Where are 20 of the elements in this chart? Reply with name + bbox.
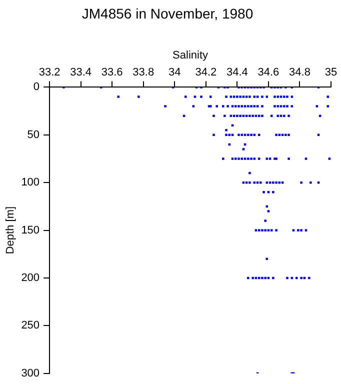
y-tick-label: 0 <box>33 81 40 94</box>
x-tick-label: 34.4 <box>226 66 248 79</box>
x-tick-label: 35 <box>324 66 338 79</box>
x-tick-label: 33.6 <box>101 66 123 79</box>
x-tick-label: 34.6 <box>258 66 280 79</box>
y-tick-label: 150 <box>21 224 40 236</box>
y-tick-label: 100 <box>21 176 40 189</box>
x-tick-label: 34.8 <box>289 66 310 79</box>
x-axis-title: Salinity <box>172 49 208 62</box>
x-tick-label: 33.8 <box>132 66 154 79</box>
x-tick-label: 34.2 <box>195 66 217 79</box>
y-tick-label: 50 <box>27 128 40 141</box>
y-tick-label: 250 <box>21 320 40 332</box>
x-tick-label: 34 <box>168 66 181 79</box>
y-axis-title: Depth [m] <box>4 206 17 254</box>
x-tick-label: 33.2 <box>38 66 60 79</box>
chart-title: JM4856 in November, 1980 <box>82 5 254 22</box>
x-tick-label: 33.4 <box>70 66 92 79</box>
y-tick-label: 200 <box>21 272 40 284</box>
y-tick-label: 300 <box>21 367 40 380</box>
